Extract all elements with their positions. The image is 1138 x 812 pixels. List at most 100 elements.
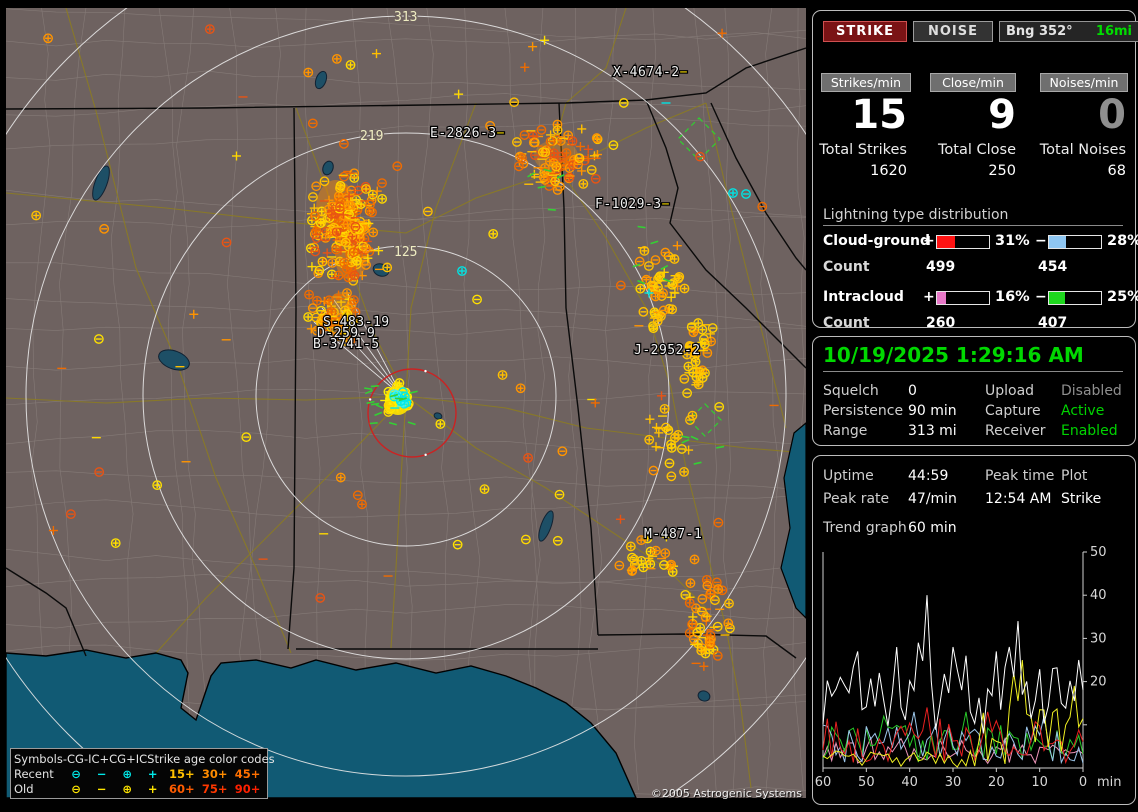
total-close-value: 250 <box>988 163 1016 179</box>
svg-text:E-2826-3−: E-2826-3− <box>430 126 505 141</box>
noises-per-min-label: Noises/min <box>1040 73 1128 92</box>
legend-col-pos-ic: +IC <box>126 751 148 766</box>
legend-col-neg-ic: -IC <box>83 751 100 766</box>
trend-panel: Uptime 44:59 Peak time Plot Peak rate 47… <box>812 455 1136 805</box>
legend-col-pos-cg: +CG <box>99 751 127 766</box>
svg-text:B-3741-5: B-3741-5 <box>313 337 380 352</box>
squelch-label: Squelch <box>823 383 879 399</box>
ic-negative-count: 407 <box>1038 315 1068 331</box>
svg-text:20: 20 <box>1090 675 1107 690</box>
peak-time-value: 12:54 AM <box>985 491 1052 507</box>
range-label: Range <box>823 423 868 439</box>
plus-sign: + <box>923 233 935 249</box>
status-panel: 10/19/2025 1:29:16 AM Squelch 0 Upload D… <box>812 336 1136 446</box>
age-code: 60+ <box>169 781 195 796</box>
svg-text:50: 50 <box>858 775 875 790</box>
plus-sign: + <box>923 289 935 305</box>
intracloud-label: Intracloud <box>823 289 904 305</box>
count-label: Count <box>823 315 870 331</box>
strike-symbol: + <box>147 781 158 796</box>
svg-text:60: 60 <box>815 775 831 790</box>
minus-sign: − <box>1035 233 1047 249</box>
legend-age-title: Strike age color codes <box>147 751 275 766</box>
legend-row-label: Old <box>14 781 34 796</box>
cg-negative-pct: 28% <box>1107 233 1138 249</box>
svg-text:219: 219 <box>360 129 383 144</box>
strike-mode-button[interactable]: STRIKE <box>823 21 907 42</box>
upload-label: Upload <box>985 383 1035 399</box>
strike-symbol: ⊖ <box>71 766 81 781</box>
map-canvas[interactable]: 313 219 125 X-4674-2− E-2826-3− F-1029-3− J-29… <box>6 8 806 798</box>
strike-stats-panel: STRIKE NOISE Bng 352° 16mi Strikes/min C… <box>812 10 1138 331</box>
svg-text:30: 30 <box>945 775 962 790</box>
svg-text:313: 313 <box>394 10 417 25</box>
svg-text:20: 20 <box>988 775 1005 790</box>
squelch-value: 0 <box>908 383 917 399</box>
svg-text:0: 0 <box>1079 775 1087 790</box>
cg-positive-pct: 31% <box>995 233 1030 249</box>
lightning-map[interactable]: 313 219 125 X-4674-2− E-2826-3− F-1029-3− J-29… <box>6 8 806 800</box>
strikes-per-min-value: 15 <box>851 92 907 138</box>
close-per-min-label: Close/min <box>930 73 1016 92</box>
age-code: 30+ <box>201 766 228 781</box>
total-close-label: Total Close <box>938 142 1016 158</box>
age-code: 90+ <box>234 781 261 796</box>
cloud-ground-label: Cloud-ground <box>823 233 930 249</box>
intracloud-count-row: Count 260 407 <box>823 315 1127 332</box>
bearing-readout: Bng 352° 16mi <box>999 21 1138 42</box>
datetime-readout: 10/19/2025 1:29:16 AM <box>823 343 1123 372</box>
persistence-value: 90 min <box>908 403 957 419</box>
uptime-value: 44:59 <box>908 468 949 484</box>
peak-rate-row: Peak rate 47/min 12:54 AM Strike <box>813 491 1135 511</box>
plot-type-value: Strike <box>1061 491 1102 507</box>
plot-label: Plot <box>1061 468 1088 484</box>
ic-negative-pct: 25% <box>1107 289 1138 305</box>
status-row: Range 313 mi Receiver Enabled <box>813 423 1135 443</box>
uptime-row: Uptime 44:59 Peak time Plot <box>813 468 1135 488</box>
strike-symbol: + <box>147 766 158 781</box>
close-per-min-value: 9 <box>988 92 1016 138</box>
ic-positive-count: 260 <box>926 315 956 331</box>
legend-old-row: Old ⊖ − ⊕ +60+ 75+ 90+ <box>14 781 264 796</box>
upload-status: Disabled <box>1061 383 1122 399</box>
cloud-ground-count-row: Count 499 454 <box>823 259 1127 276</box>
strikes-per-min-label: Strikes/min <box>821 73 911 92</box>
legend-col-neg-cg: -CG <box>62 751 84 766</box>
minus-sign: − <box>1035 289 1047 305</box>
bearing-distance: 16mi <box>1095 24 1132 39</box>
persistence-label: Persistence <box>823 403 904 419</box>
total-strikes-value: 1620 <box>870 163 907 179</box>
svg-text:M-487-1: M-487-1 <box>644 527 702 542</box>
age-code: 45+ <box>234 766 261 781</box>
intracloud-row: Intracloud + 16% − 25% <box>823 289 1138 306</box>
trend-graph-window: 60 min <box>908 520 957 536</box>
strike-symbol: − <box>96 781 107 796</box>
svg-text:50: 50 <box>1090 545 1107 560</box>
legend-row-label: Recent <box>14 766 54 781</box>
cg-positive-bar <box>936 235 990 249</box>
total-strikes-label: Total Strikes <box>819 142 907 158</box>
status-row: Squelch 0 Upload Disabled <box>813 383 1135 403</box>
copyright-text: ©2005 Astrogenic Systems <box>650 787 802 800</box>
strike-symbol: ⊖ <box>71 781 81 796</box>
range-value: 313 mi <box>908 423 957 439</box>
trend-graph-label: Trend graph <box>823 520 907 536</box>
legend-symbols-label: Symbols <box>14 751 63 766</box>
legend-recent-row: Recent ⊖ − ⊕ +15+ 30+ 45+ <box>14 766 264 781</box>
total-noises-value: 68 <box>1107 163 1126 179</box>
capture-status: Active <box>1061 403 1105 419</box>
svg-text:D-259-9: D-259-9 <box>317 326 375 341</box>
noise-mode-button[interactable]: NOISE <box>913 21 993 42</box>
peak-rate-label: Peak rate <box>823 491 890 507</box>
svg-text:J-2952-2: J-2952-2 <box>634 343 701 358</box>
svg-text:S-483-19: S-483-19 <box>323 315 390 330</box>
bearing-value: Bng 352° <box>1006 24 1073 39</box>
svg-text:10: 10 <box>1031 775 1048 790</box>
map-symbol-legend: Symbols -CG -IC +CG +IC Strike age color… <box>10 748 275 799</box>
svg-text:125: 125 <box>394 245 417 260</box>
distribution-title: Lightning type distribution <box>823 207 1123 226</box>
ic-negative-bar <box>1048 291 1102 305</box>
cg-negative-count: 454 <box>1038 259 1068 275</box>
noises-per-min-value: 0 <box>1098 92 1126 138</box>
